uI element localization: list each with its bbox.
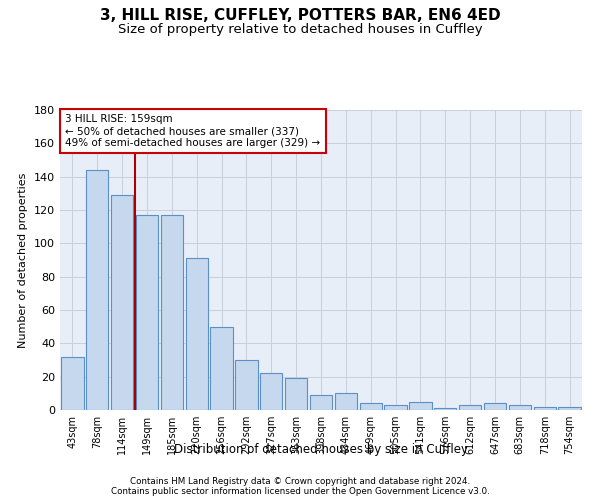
Bar <box>111 195 133 410</box>
Bar <box>335 394 357 410</box>
Bar <box>359 404 382 410</box>
Text: 3, HILL RISE, CUFFLEY, POTTERS BAR, EN6 4ED: 3, HILL RISE, CUFFLEY, POTTERS BAR, EN6 … <box>100 8 500 22</box>
Y-axis label: Number of detached properties: Number of detached properties <box>19 172 28 348</box>
Bar <box>459 405 481 410</box>
Bar <box>211 326 233 410</box>
Bar <box>285 378 307 410</box>
Text: 3 HILL RISE: 159sqm
← 50% of detached houses are smaller (337)
49% of semi-detac: 3 HILL RISE: 159sqm ← 50% of detached ho… <box>65 114 320 148</box>
Bar <box>61 356 83 410</box>
Bar <box>185 258 208 410</box>
Bar <box>484 404 506 410</box>
Text: Size of property relative to detached houses in Cuffley: Size of property relative to detached ho… <box>118 22 482 36</box>
Text: Contains HM Land Registry data © Crown copyright and database right 2024.: Contains HM Land Registry data © Crown c… <box>130 478 470 486</box>
Bar <box>260 374 283 410</box>
Bar <box>559 406 581 410</box>
Bar <box>409 402 431 410</box>
Bar <box>533 406 556 410</box>
Bar <box>385 405 407 410</box>
Text: Contains public sector information licensed under the Open Government Licence v3: Contains public sector information licen… <box>110 488 490 496</box>
Bar <box>434 408 457 410</box>
Bar <box>310 395 332 410</box>
Bar <box>161 215 183 410</box>
Bar <box>235 360 257 410</box>
Text: Distribution of detached houses by size in Cuffley: Distribution of detached houses by size … <box>174 442 468 456</box>
Bar <box>86 170 109 410</box>
Bar <box>509 405 531 410</box>
Bar <box>136 215 158 410</box>
